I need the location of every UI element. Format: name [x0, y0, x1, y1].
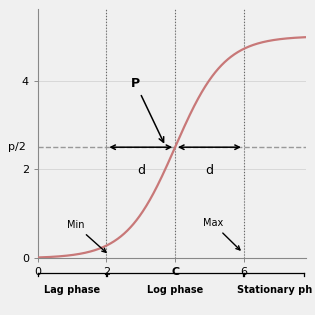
Text: d: d [137, 164, 145, 177]
Text: Log phase: Log phase [147, 285, 203, 295]
Text: Stationary ph: Stationary ph [237, 285, 312, 295]
Text: d: d [205, 164, 214, 177]
Text: Lag phase: Lag phase [44, 285, 100, 295]
Text: P: P [131, 77, 164, 142]
Text: p/2: p/2 [8, 142, 26, 152]
Text: Max: Max [203, 218, 240, 250]
Text: Min: Min [67, 220, 106, 252]
